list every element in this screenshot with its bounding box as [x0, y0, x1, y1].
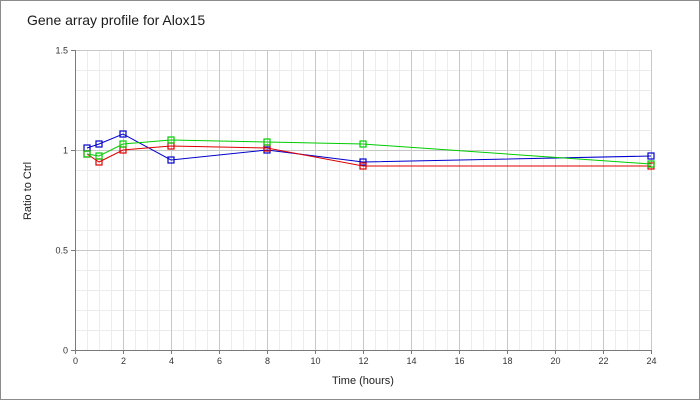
x-tick-label: 8 [265, 356, 270, 366]
data-point-marker [359, 162, 367, 170]
x-tick-label: 0 [73, 356, 78, 366]
series-line [86, 139, 652, 165]
series-1 [83, 130, 655, 166]
x-tick-label: 18 [502, 356, 512, 366]
data-point-marker [119, 140, 127, 148]
data-point-marker [95, 152, 103, 160]
grid [75, 50, 652, 351]
data-point-marker [83, 150, 91, 158]
series-line [86, 145, 651, 167]
data-point-marker [167, 156, 175, 164]
x-tick-label: 14 [406, 356, 416, 366]
data-point-marker [647, 160, 655, 168]
data-point-marker [119, 130, 127, 138]
series-line [86, 133, 652, 163]
x-tick-label: 12 [358, 356, 368, 366]
x-axis-label: Time (hours) [332, 375, 394, 387]
data-point-marker [263, 138, 271, 146]
axes [71, 50, 652, 354]
data-point-marker [359, 158, 367, 166]
x-tick-label: 2 [121, 356, 126, 366]
x-tick-label: 20 [550, 356, 560, 366]
series-3 [83, 136, 655, 168]
x-tick-label: 16 [454, 356, 464, 366]
y-tick-label: 0 [63, 346, 68, 356]
data-point-marker [647, 152, 655, 160]
series-group [83, 130, 655, 170]
y-tick-label: 0.5 [55, 246, 68, 256]
x-tick-label: 22 [598, 356, 608, 366]
data-point-marker [167, 136, 175, 144]
series-2 [83, 142, 655, 170]
y-tick-label: 1 [63, 146, 68, 156]
data-point-marker [359, 140, 367, 148]
y-tick-label: 1.5 [55, 46, 68, 56]
data-point-marker [95, 140, 103, 148]
x-tick-label: 4 [169, 356, 174, 366]
x-tick-label: 10 [310, 356, 320, 366]
x-tick-label: 6 [217, 356, 222, 366]
x-tick-label: 24 [646, 356, 656, 366]
chart-title: Gene array profile for Alox15 [27, 12, 206, 28]
